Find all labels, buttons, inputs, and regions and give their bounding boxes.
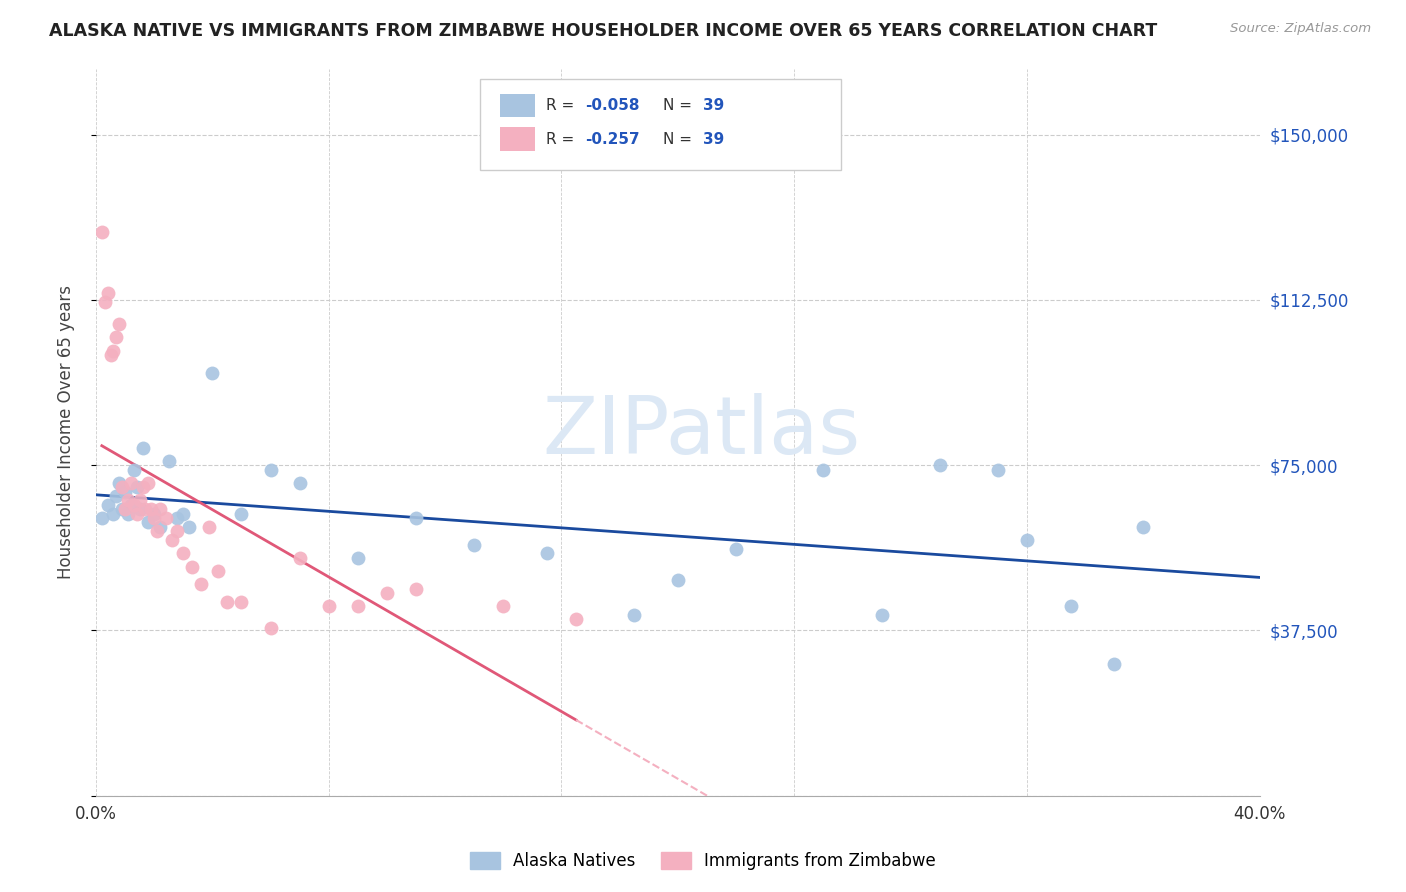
Point <box>108 317 131 331</box>
Point <box>105 489 128 503</box>
Legend: Alaska Natives, Immigrants from Zimbabwe: Alaska Natives, Immigrants from Zimbabwe <box>464 845 942 877</box>
Text: -0.257: -0.257 <box>585 131 640 146</box>
Point <box>131 441 153 455</box>
Point <box>318 599 340 614</box>
Point <box>288 475 311 490</box>
Point <box>666 573 689 587</box>
Point <box>1059 599 1081 614</box>
Point <box>160 533 183 548</box>
Point <box>120 475 142 490</box>
Point <box>198 520 221 534</box>
Point <box>125 507 148 521</box>
Point <box>172 507 194 521</box>
Point <box>987 462 1010 476</box>
Point <box>97 286 120 301</box>
Point <box>870 608 893 623</box>
Point <box>201 366 224 380</box>
Point <box>157 454 180 468</box>
Text: ZIPatlas: ZIPatlas <box>543 393 860 471</box>
Point <box>259 462 281 476</box>
Text: R =: R = <box>547 98 579 113</box>
Point <box>1132 520 1154 534</box>
Point <box>623 608 645 623</box>
Text: Source: ZipAtlas.com: Source: ZipAtlas.com <box>1230 22 1371 36</box>
Point <box>172 546 194 560</box>
Text: N =: N = <box>662 131 696 146</box>
Point <box>90 225 112 239</box>
Point <box>103 343 125 358</box>
Point <box>725 541 748 556</box>
Point <box>128 502 150 516</box>
Point <box>125 480 148 494</box>
Point <box>166 511 188 525</box>
Point <box>259 621 281 635</box>
Point <box>143 507 166 521</box>
Point <box>122 498 145 512</box>
FancyBboxPatch shape <box>479 79 841 170</box>
Point <box>138 475 160 490</box>
Text: R =: R = <box>547 131 579 146</box>
Point <box>117 507 139 521</box>
Point <box>114 484 136 499</box>
Point <box>207 564 229 578</box>
Point <box>122 462 145 476</box>
Point <box>181 559 204 574</box>
Text: -0.058: -0.058 <box>585 98 640 113</box>
Point <box>149 520 172 534</box>
Point <box>375 586 398 600</box>
Point <box>131 480 153 494</box>
Point <box>146 524 169 539</box>
Point <box>347 550 370 565</box>
Point <box>166 524 188 539</box>
Text: ALASKA NATIVE VS IMMIGRANTS FROM ZIMBABWE HOUSEHOLDER INCOME OVER 65 YEARS CORRE: ALASKA NATIVE VS IMMIGRANTS FROM ZIMBABW… <box>49 22 1157 40</box>
Point <box>179 520 201 534</box>
Point <box>405 511 427 525</box>
Point <box>347 599 370 614</box>
Point <box>111 480 134 494</box>
Point <box>463 537 485 551</box>
Point <box>141 502 163 516</box>
Point <box>231 507 253 521</box>
FancyBboxPatch shape <box>499 94 534 117</box>
Point <box>117 493 139 508</box>
Point <box>928 458 950 473</box>
Point <box>1015 533 1038 548</box>
Point <box>231 595 253 609</box>
Point <box>143 511 166 525</box>
Point <box>128 493 150 508</box>
Y-axis label: Householder Income Over 65 years: Householder Income Over 65 years <box>58 285 75 579</box>
Text: 39: 39 <box>703 131 724 146</box>
Point <box>111 502 134 516</box>
Point <box>492 599 515 614</box>
Point <box>1104 657 1126 671</box>
Point <box>536 546 558 560</box>
Point <box>134 502 156 516</box>
Point <box>138 516 160 530</box>
Point <box>103 507 125 521</box>
Point <box>149 502 172 516</box>
Point <box>114 502 136 516</box>
Point <box>565 612 588 626</box>
Point <box>97 498 120 512</box>
Point <box>190 577 212 591</box>
Point <box>90 511 112 525</box>
Point <box>93 295 115 310</box>
Point <box>405 582 427 596</box>
Point <box>288 550 311 565</box>
Point <box>100 348 122 362</box>
Text: 39: 39 <box>703 98 724 113</box>
FancyBboxPatch shape <box>499 128 534 151</box>
Point <box>813 462 835 476</box>
Point <box>215 595 238 609</box>
Text: N =: N = <box>662 98 696 113</box>
Point <box>120 498 142 512</box>
Point <box>105 330 128 344</box>
Point <box>155 511 177 525</box>
Point <box>108 475 131 490</box>
